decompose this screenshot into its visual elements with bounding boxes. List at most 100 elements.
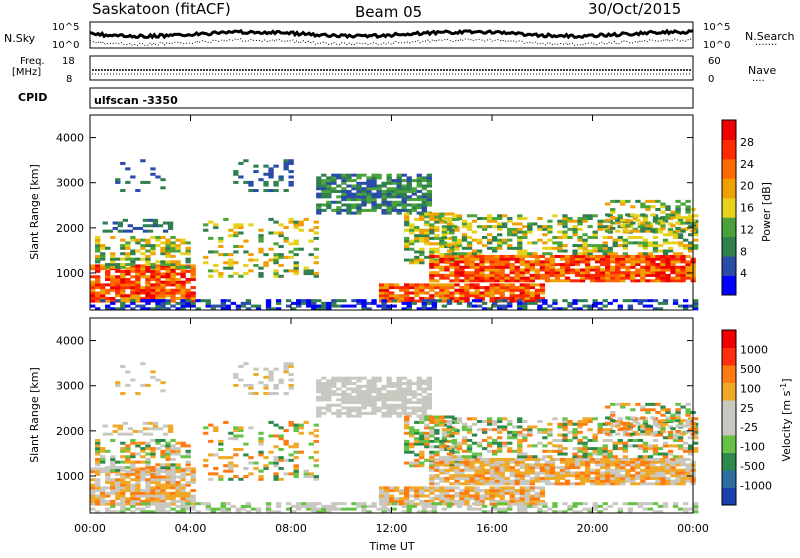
power-cell: [316, 195, 322, 199]
velocity-cell: [685, 421, 691, 425]
power-cell: [371, 208, 377, 212]
power-cell: [117, 224, 123, 228]
power-cell: [504, 283, 510, 287]
power-cell: [165, 246, 171, 250]
power-cell: [414, 291, 420, 295]
power-cell: [592, 249, 598, 253]
power-cell: [341, 179, 347, 183]
power-cell: [321, 203, 327, 207]
velocity-cell: [441, 444, 448, 448]
power-cell: [670, 276, 676, 280]
velocity-cell: [675, 413, 681, 417]
power-cell: [152, 218, 159, 222]
power-cell: [130, 288, 136, 292]
velocity-cell: [140, 460, 146, 464]
velocity-cell: [361, 395, 367, 399]
velocity-cell: [466, 430, 473, 434]
velocity-cell: [110, 491, 116, 495]
velocity-cell: [507, 441, 513, 445]
velocity-cell: [630, 408, 636, 412]
power-cell: [165, 272, 171, 276]
velocity-cell: [180, 444, 186, 448]
velocity-cell: [165, 483, 171, 487]
velocity-cell: [429, 418, 435, 422]
velocity-cell: [492, 438, 498, 442]
velocity-cell: [647, 507, 654, 511]
power-cell: [155, 283, 161, 287]
power-cell: [95, 246, 101, 250]
velocity-cell: [293, 445, 299, 449]
power-cell: [479, 276, 485, 280]
velocity-cell: [615, 457, 621, 461]
velocity-cell: [592, 449, 598, 453]
velocity-cell: [474, 479, 480, 483]
velocity-cell: [248, 472, 254, 476]
velocity-cell: [165, 478, 171, 482]
power-cell: [150, 252, 156, 256]
power-cell: [419, 212, 425, 216]
power-cell: [464, 276, 470, 280]
power-cell: [288, 255, 294, 259]
power-cell: [414, 226, 420, 230]
velocity-cell: [376, 392, 382, 396]
velocity-cell: [336, 398, 342, 402]
power-cell: [486, 219, 493, 223]
power-cell: [630, 213, 636, 217]
power-cell: [577, 246, 583, 250]
power-cell: [155, 299, 161, 303]
velocity-cell: [504, 482, 510, 486]
power-cell: [567, 227, 573, 231]
power-cell: [391, 187, 397, 191]
velocity-cell: [238, 364, 244, 368]
velocity-cell: [424, 423, 430, 427]
velocity-cell: [331, 411, 337, 415]
velocity-cell: [655, 482, 661, 486]
power-cell: [605, 254, 611, 258]
velocity-cell: [542, 455, 548, 459]
power-cell: [554, 279, 561, 283]
power-cell: [630, 276, 636, 280]
velocity-cell: [562, 502, 568, 506]
velocity-cell: [577, 447, 583, 451]
velocity-cell: [559, 471, 566, 475]
power-cell: [378, 288, 385, 292]
velocity-cell: [115, 381, 121, 385]
power-cell: [248, 189, 254, 193]
power-cell: [100, 254, 106, 258]
velocity-cell: [278, 456, 284, 460]
power-cell: [150, 272, 156, 276]
power-cell: [456, 241, 463, 245]
power-cell: [150, 167, 156, 171]
power-cell: [524, 276, 530, 280]
power-cell: [672, 252, 679, 256]
velocity-cell: [519, 482, 525, 486]
power-cell: [95, 294, 101, 298]
power-cell: [476, 241, 483, 245]
velocity-cell: [233, 475, 239, 479]
power-cell: [190, 272, 196, 276]
power-cell: [434, 286, 440, 290]
velocity-cell: [135, 392, 141, 396]
power-cell: [401, 179, 407, 183]
power-cell: [650, 265, 656, 269]
power-cell: [429, 226, 435, 230]
power-cell: [175, 280, 181, 284]
power-cell: [228, 263, 234, 267]
power-cell: [361, 299, 367, 303]
velocity-cell: [569, 466, 576, 470]
power-cell: [549, 273, 556, 277]
power-cell: [268, 189, 274, 193]
velocity-cell: [662, 452, 669, 456]
power-cell: [346, 195, 352, 199]
power-cell: [165, 299, 171, 303]
power-cell: [569, 271, 576, 275]
velocity-cell: [582, 417, 588, 421]
velocity-cell: [145, 502, 151, 506]
velocity-cell: [110, 502, 116, 506]
power-cell: [484, 268, 490, 272]
velocity-cell: [185, 491, 191, 495]
velocity-cell: [622, 441, 628, 445]
velocity-cell: [125, 483, 131, 487]
power-cell: [547, 252, 553, 256]
velocity-cell: [499, 468, 505, 472]
